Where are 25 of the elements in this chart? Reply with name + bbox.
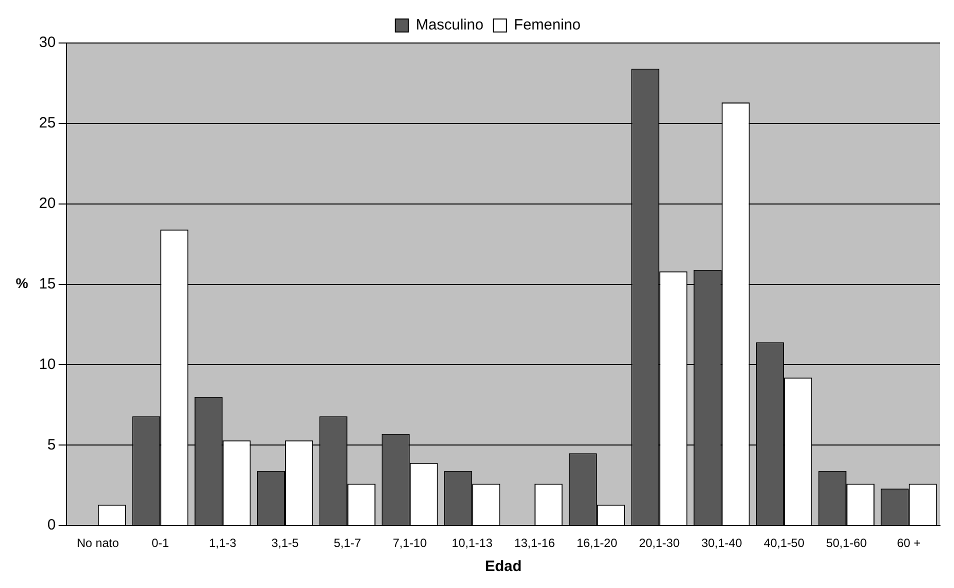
x-tick-label: 0-1 bbox=[152, 536, 170, 550]
legend-label: Femenino bbox=[514, 16, 581, 34]
y-tick-label: 10 bbox=[38, 356, 56, 373]
x-tick-label: 13,1-16 bbox=[514, 536, 556, 550]
y-tick-label: 25 bbox=[38, 114, 56, 132]
y-tick-label: 5 bbox=[47, 436, 56, 454]
y-tick-label: 30 bbox=[38, 34, 56, 52]
y-tick-label: 20 bbox=[38, 195, 56, 212]
x-axis-title: Edad bbox=[485, 558, 522, 576]
y-tick-label: 0 bbox=[47, 516, 56, 534]
x-tick-label: No nato bbox=[76, 536, 120, 550]
x-tick-label: 10,1-13 bbox=[452, 536, 493, 550]
x-tick-label: 20,1-30 bbox=[638, 536, 680, 550]
x-tick-label: 50,1-60 bbox=[826, 536, 868, 550]
x-tick-label: 40,1-50 bbox=[764, 536, 805, 550]
y-axis-title: % bbox=[16, 275, 29, 292]
x-tick-label: 1,1-3 bbox=[208, 536, 237, 550]
legend-label: Masculino bbox=[416, 16, 484, 34]
x-tick-label: 7,1-10 bbox=[392, 536, 428, 550]
x-tick-label: 3,1-5 bbox=[271, 536, 300, 550]
x-tick-label: 5,1-7 bbox=[334, 536, 362, 550]
x-tick-label: 30,1-40 bbox=[701, 536, 742, 550]
x-tick-label: 16,1-20 bbox=[576, 536, 618, 550]
y-tick-label: 15 bbox=[38, 275, 56, 292]
x-tick-label: 60 + bbox=[896, 536, 921, 550]
